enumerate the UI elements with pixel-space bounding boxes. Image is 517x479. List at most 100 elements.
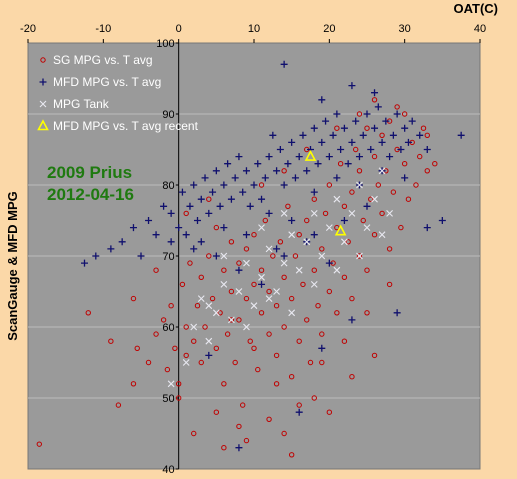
- data-point: [353, 146, 359, 153]
- data-point: [333, 266, 341, 274]
- data-point: [198, 274, 204, 280]
- data-point: [250, 181, 258, 189]
- data-point: [227, 195, 235, 203]
- data-point: [333, 195, 341, 203]
- data-point: [175, 224, 183, 232]
- data-point: [277, 239, 284, 245]
- data-point: [206, 253, 212, 259]
- data-point: [284, 160, 292, 168]
- data-point: [220, 281, 228, 288]
- data-point: [349, 189, 355, 195]
- data-point: [153, 267, 159, 273]
- data-point: [288, 217, 296, 224]
- data-point: [337, 161, 344, 167]
- data-point: [288, 295, 295, 302]
- data-point: [364, 310, 370, 316]
- data-point: [258, 310, 265, 316]
- y-tick-label: 80: [162, 180, 174, 192]
- data-point: [424, 132, 430, 139]
- chart-annotation-date: 2012-04-16: [47, 185, 134, 204]
- data-point: [265, 245, 273, 253]
- data-point: [310, 124, 318, 132]
- data-point: [240, 402, 246, 408]
- data-point: [296, 402, 302, 408]
- data-point: [356, 253, 363, 259]
- data-point: [265, 295, 273, 302]
- x-tick-label: 30: [399, 23, 411, 35]
- data-point: [186, 202, 194, 210]
- data-point: [190, 245, 198, 253]
- data-point: [273, 288, 280, 295]
- data-point: [273, 381, 280, 387]
- data-point: [341, 238, 348, 246]
- data-point: [310, 231, 318, 239]
- data-point: [273, 303, 280, 309]
- y-tick-label: 100: [156, 38, 174, 50]
- data-point: [363, 224, 371, 231]
- data-point: [295, 408, 303, 416]
- y-tick-label: 90: [162, 109, 174, 121]
- data-point: [300, 281, 306, 288]
- data-point: [280, 60, 288, 68]
- data-point: [212, 167, 220, 175]
- data-point: [224, 331, 231, 337]
- data-point: [371, 352, 378, 359]
- data-point: [386, 246, 393, 252]
- data-point: [187, 260, 193, 266]
- data-point: [404, 138, 412, 146]
- data-point: [288, 138, 296, 146]
- data-point: [307, 359, 314, 366]
- y-tick-label: 60: [162, 322, 174, 334]
- data-point: [379, 132, 385, 139]
- data-point: [386, 210, 393, 217]
- data-point: [198, 359, 204, 366]
- data-point: [258, 280, 266, 288]
- data-point: [130, 381, 137, 387]
- data-point: [270, 253, 276, 259]
- data-point: [280, 259, 288, 267]
- data-point: [205, 351, 213, 359]
- legend: SG MPG vs. T avg MFD MPG vs. T avg MPG Tan…: [37, 53, 199, 133]
- data-point: [202, 324, 208, 330]
- data-point: [341, 203, 348, 210]
- data-point: [152, 231, 160, 239]
- data-point: [382, 117, 390, 125]
- y-axis-ticks: 40 50 60 70 80 90 100: [156, 38, 179, 476]
- legend-marker: [39, 100, 47, 108]
- data-point: [213, 409, 220, 415]
- data-point: [251, 232, 257, 238]
- data-point: [164, 366, 171, 373]
- data-point: [129, 224, 137, 232]
- data-point: [191, 338, 197, 344]
- data-point: [401, 161, 408, 167]
- data-point: [81, 259, 88, 267]
- data-point: [299, 131, 307, 139]
- data-point: [333, 110, 341, 118]
- data-point: [375, 182, 381, 188]
- data-point: [322, 210, 329, 217]
- y-tick-label: 40: [162, 464, 174, 476]
- data-point: [390, 189, 397, 195]
- data-point: [266, 331, 272, 337]
- data-point: [364, 125, 370, 131]
- data-point: [423, 224, 431, 232]
- data-point: [398, 224, 404, 231]
- data-point: [295, 266, 303, 274]
- x-axis-title: OAT(C): [453, 1, 498, 16]
- data-point: [352, 117, 360, 125]
- data-point: [393, 309, 401, 317]
- data-point: [397, 146, 405, 153]
- data-point: [235, 288, 243, 295]
- data-point: [182, 359, 190, 366]
- data-point: [371, 195, 378, 203]
- data-point: [344, 160, 352, 168]
- legend-label: MFD MPG vs. T avg: [53, 75, 161, 89]
- y-axis-title: ScanGauge & MFD MPG: [5, 191, 20, 341]
- data-point: [378, 138, 386, 146]
- data-point: [273, 352, 280, 359]
- data-point: [221, 267, 227, 273]
- data-point: [374, 103, 382, 111]
- data-point: [416, 131, 424, 139]
- data-point: [288, 309, 296, 317]
- data-point: [337, 146, 345, 153]
